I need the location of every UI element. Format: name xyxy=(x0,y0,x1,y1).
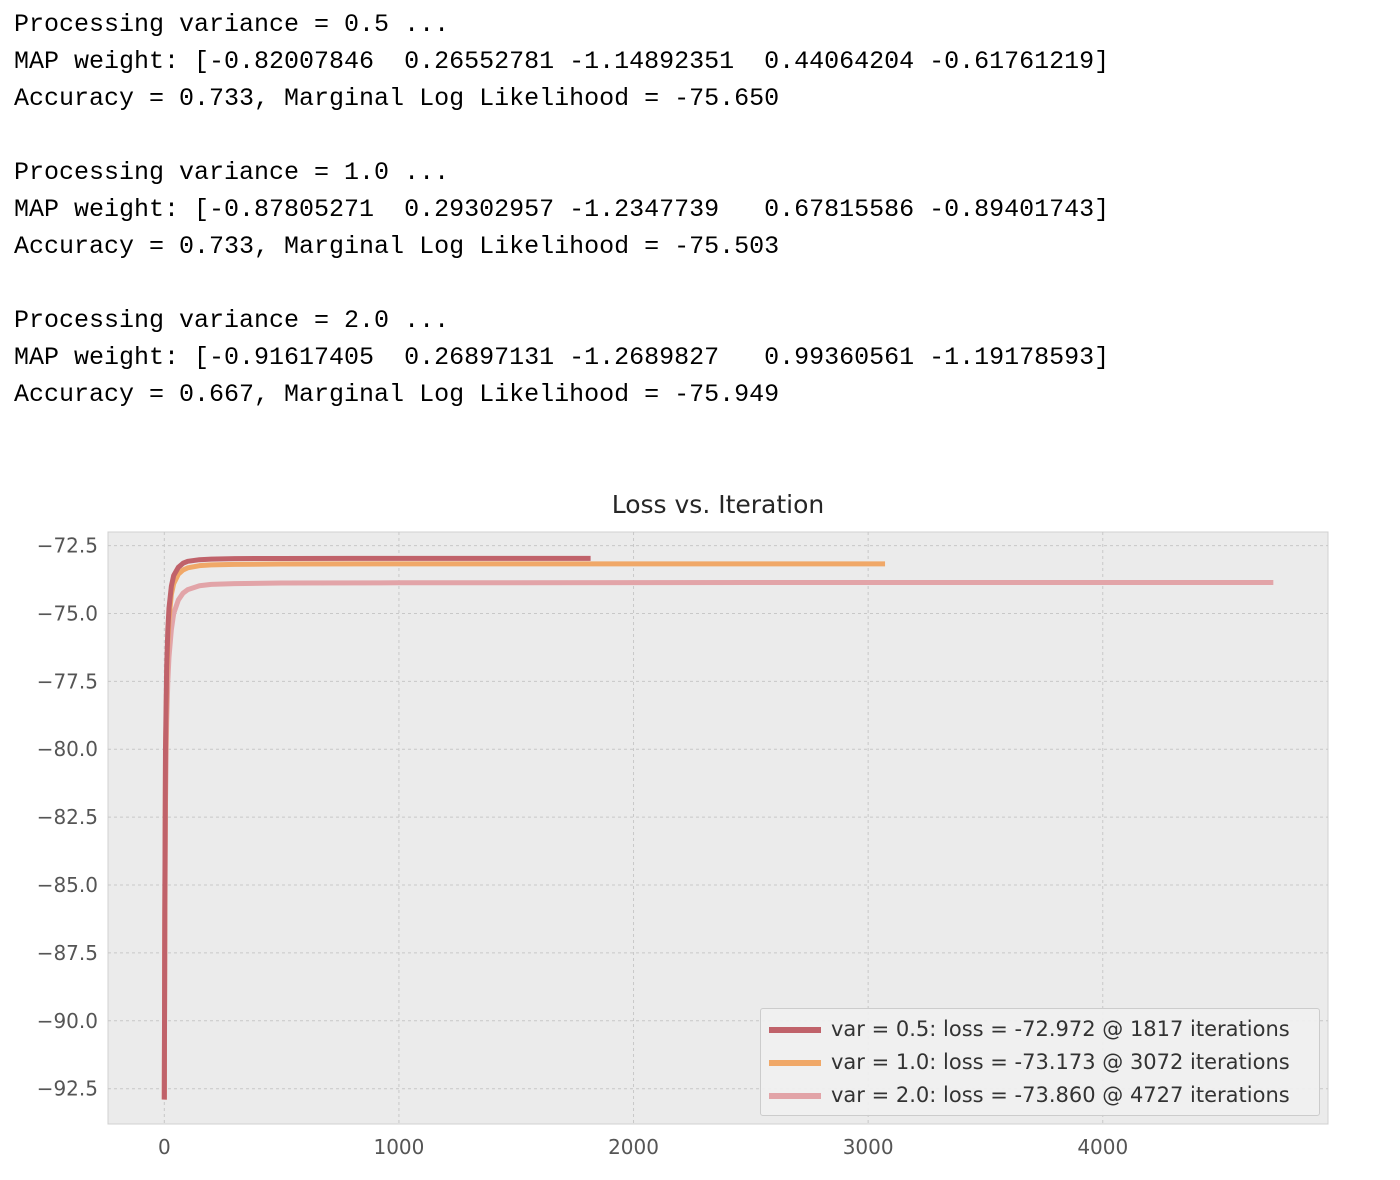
legend-swatch xyxy=(769,1093,821,1099)
accuracy-line: Accuracy = 0.667, Marginal Log Likelihoo… xyxy=(14,380,780,409)
legend-item: var = 2.0: loss = -73.860 @ 4727 iterati… xyxy=(761,1081,1319,1111)
legend-item: var = 0.5: loss = -72.972 @ 1817 iterati… xyxy=(761,1015,1319,1045)
loss-chart: Loss vs. Iteration 0 1000 2000 3000 4000 −72.… xyxy=(0,470,1400,1180)
chart-title: Loss vs. Iteration xyxy=(611,490,825,519)
accuracy-line: Accuracy = 0.733, Marginal Log Likelihoo… xyxy=(14,84,780,113)
legend-label: var = 2.0: loss = -73.860 @ 4727 iterati… xyxy=(831,1083,1290,1107)
processing-line: Processing variance = 0.5 ... xyxy=(14,10,450,39)
legend: var = 0.5: loss = -72.972 @ 1817 iterati… xyxy=(760,1008,1320,1116)
legend-swatch xyxy=(769,1060,821,1066)
map-weight-line: MAP weight: [-0.91617405 0.26897131 -1.2… xyxy=(14,343,1110,372)
series-line xyxy=(161,555,591,1100)
x-tick-label: 4000 xyxy=(1077,1135,1128,1159)
x-tick-label: 1000 xyxy=(373,1135,424,1159)
map-weight-line: MAP weight: [-0.87805271 0.29302957 -1.2… xyxy=(14,195,1110,224)
legend-label: var = 1.0: loss = -73.173 @ 3072 iterati… xyxy=(831,1050,1290,1074)
x-tick-label: 0 xyxy=(158,1135,171,1159)
tick-labels: 0 1000 2000 3000 4000 −72.5 −75.0 −77.5 −80.0 −82… xyxy=(37,534,1129,1159)
legend-item: var = 1.0: loss = -73.173 @ 3072 iterati… xyxy=(761,1048,1319,1078)
log-block-variance-1-0: Processing variance = 1.0 ... MAP weight… xyxy=(14,154,1394,265)
processing-line: Processing variance = 1.0 ... xyxy=(14,158,450,187)
map-weight-line: MAP weight: [-0.82007846 0.26552781 -1.1… xyxy=(14,47,1110,76)
legend-label: var = 0.5: loss = -72.972 @ 1817 iterati… xyxy=(831,1017,1290,1041)
log-block-variance-0-5: Processing variance = 0.5 ... MAP weight… xyxy=(14,6,1394,117)
y-tick-label: −90.0 xyxy=(37,1009,98,1033)
y-tick-label: −72.5 xyxy=(37,534,98,558)
y-tick-label: −80.0 xyxy=(37,737,98,761)
x-tick-label: 3000 xyxy=(843,1135,894,1159)
y-tick-label: −82.5 xyxy=(37,805,98,829)
series-lines xyxy=(161,555,1274,1100)
legend-swatch xyxy=(769,1027,821,1033)
x-tick-label: 2000 xyxy=(608,1135,659,1159)
y-tick-label: −85.0 xyxy=(37,873,98,897)
console-output: Processing variance = 0.5 ... MAP weight… xyxy=(14,6,1394,450)
y-tick-label: −92.5 xyxy=(37,1077,98,1101)
y-tick-label: −77.5 xyxy=(37,669,98,693)
processing-line: Processing variance = 2.0 ... xyxy=(14,306,450,335)
y-tick-label: −87.5 xyxy=(37,941,98,965)
y-tick-label: −75.0 xyxy=(37,601,98,625)
log-block-variance-2-0: Processing variance = 2.0 ... MAP weight… xyxy=(14,302,1394,413)
accuracy-line: Accuracy = 0.733, Marginal Log Likelihoo… xyxy=(14,232,780,261)
